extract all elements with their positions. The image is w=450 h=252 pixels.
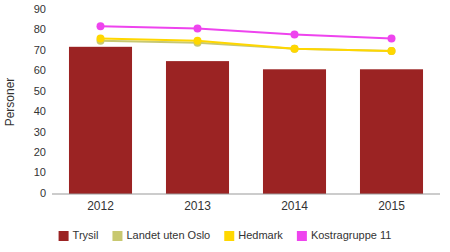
line-marker — [388, 47, 396, 55]
line-marker — [291, 31, 299, 39]
line — [101, 26, 392, 38]
line-marker — [97, 35, 105, 43]
y-tick-label: 40 — [34, 105, 46, 117]
line — [101, 39, 392, 51]
bar — [263, 69, 326, 194]
line-marker — [194, 24, 202, 32]
line-marker — [388, 35, 396, 43]
y-tick-label: 50 — [34, 85, 46, 97]
legend-swatch — [224, 231, 234, 241]
legend-label: Trysil — [73, 229, 99, 241]
y-axis-label: Personer — [3, 78, 17, 127]
legend-label: Kostragruppe 11 — [311, 229, 392, 241]
x-axis-line — [52, 194, 440, 195]
y-tick-label: 0 — [40, 187, 46, 199]
line-marker — [194, 37, 202, 45]
legend: Trysil Landet uten Oslo Hedmark Kostragrupp… — [59, 229, 392, 241]
bar — [69, 47, 132, 194]
plot-area — [69, 22, 423, 194]
legend-label: Hedmark — [238, 229, 283, 241]
line-marker — [291, 45, 299, 53]
line-marker — [291, 45, 299, 53]
line-marker — [388, 47, 396, 55]
legend-swatch — [112, 231, 122, 241]
bar — [166, 61, 229, 194]
x-tick-label: 2014 — [281, 199, 308, 213]
x-tick-label: 2015 — [378, 199, 405, 213]
legend-swatch — [297, 231, 307, 241]
y-tick-label: 60 — [34, 64, 46, 76]
y-tick-label: 90 — [34, 3, 46, 15]
y-tick-label: 30 — [34, 126, 46, 138]
legend-label: Landet uten Oslo — [126, 229, 210, 241]
y-tick-label: 70 — [34, 44, 46, 56]
bar — [360, 69, 423, 194]
legend-swatch — [59, 231, 69, 241]
chart: 0 10 20 30 40 50 60 70 80 90 Personer 2012 2013 2014 2… — [0, 0, 450, 252]
y-tick-label: 80 — [34, 23, 46, 35]
x-tick-label: 2012 — [87, 199, 114, 213]
x-tick-label: 2013 — [184, 199, 211, 213]
line-marker — [97, 22, 105, 30]
y-tick-label: 20 — [34, 146, 46, 158]
y-tick-label: 10 — [34, 166, 46, 178]
